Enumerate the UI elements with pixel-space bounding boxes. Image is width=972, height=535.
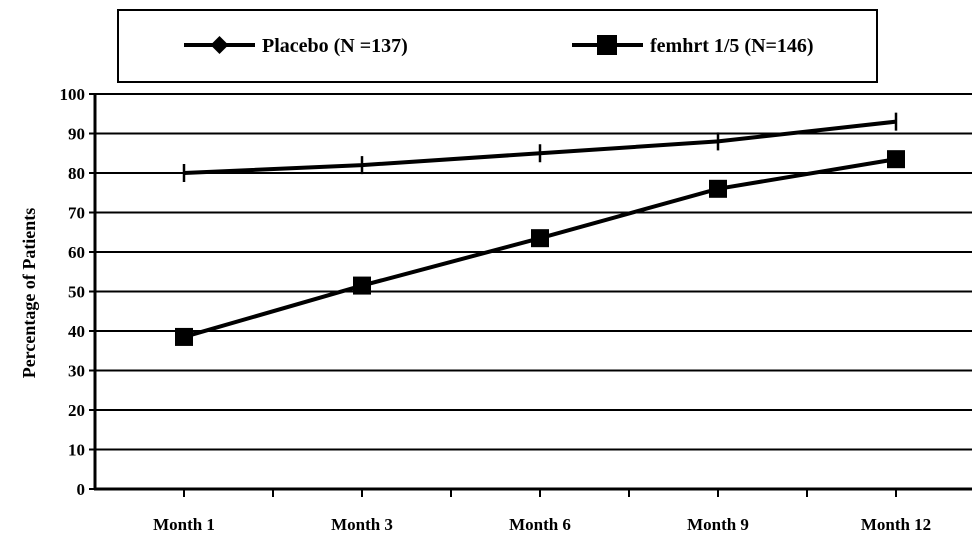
y-axis-title: Percentage of Patients bbox=[19, 208, 39, 379]
y-tick-label-30: 30 bbox=[68, 362, 85, 381]
data-point-series-1-0 bbox=[175, 327, 193, 346]
y-tick-label-10: 10 bbox=[68, 441, 85, 460]
legend: Placebo (N =137) femhrt 1/5 (N=146) bbox=[117, 9, 878, 83]
data-point-series-1-2 bbox=[531, 229, 549, 248]
y-tick-labels: 0 10 20 30 40 50 60 70 80 90 100 bbox=[60, 85, 86, 499]
x-tick-labels: Month 1 Month 3 Month 6 Month 9 Month 12 bbox=[153, 515, 931, 534]
series-line-1 bbox=[183, 157, 897, 339]
series-group bbox=[175, 112, 905, 346]
legend-label-placebo: Placebo (N =137) bbox=[262, 35, 408, 57]
data-point-series-1-1 bbox=[353, 276, 371, 295]
data-point-series-1-3 bbox=[709, 179, 727, 198]
legend-label-femhrt: femhrt 1/5 (N=146) bbox=[650, 35, 814, 57]
y-tick-label-40: 40 bbox=[68, 322, 85, 341]
y-tick-label-60: 60 bbox=[68, 243, 85, 262]
legend-item-femhrt: femhrt 1/5 (N=146) bbox=[572, 35, 814, 57]
axes bbox=[89, 93, 972, 497]
legend-marker-square-icon bbox=[597, 35, 617, 55]
y-tick-label-50: 50 bbox=[68, 283, 85, 302]
y-tick-label-90: 90 bbox=[68, 125, 85, 144]
data-point-series-1-4 bbox=[887, 150, 905, 169]
legend-item-placebo: Placebo (N =137) bbox=[184, 35, 408, 57]
x-tick-label-1: Month 3 bbox=[331, 515, 393, 534]
y-tick-label-80: 80 bbox=[68, 164, 85, 183]
y-tick-label-20: 20 bbox=[68, 401, 85, 420]
x-tick-label-4: Month 12 bbox=[861, 515, 931, 534]
y-tick-label-100: 100 bbox=[60, 85, 86, 104]
gridlines bbox=[95, 93, 972, 451]
x-tick-label-3: Month 9 bbox=[687, 515, 749, 534]
x-tick-label-0: Month 1 bbox=[153, 515, 215, 534]
y-tick-label-70: 70 bbox=[68, 204, 85, 223]
y-tick-label-0: 0 bbox=[77, 480, 86, 499]
legend-marker-diamond-icon bbox=[210, 36, 229, 54]
x-tick-label-2: Month 6 bbox=[509, 515, 571, 534]
